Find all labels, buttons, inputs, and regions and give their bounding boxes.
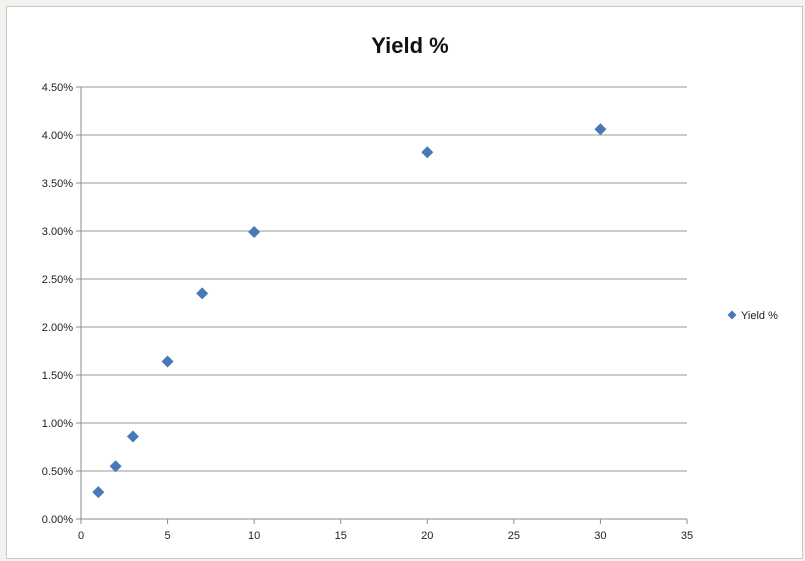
legend-label: Yield % bbox=[741, 310, 778, 322]
data-point bbox=[161, 355, 174, 368]
y-tick-label: 4.00% bbox=[42, 130, 73, 142]
x-tick-label: 30 bbox=[594, 530, 606, 542]
data-point bbox=[126, 430, 139, 443]
x-tick-label: 25 bbox=[508, 530, 520, 542]
x-tick-label: 20 bbox=[421, 530, 433, 542]
x-tick-label: 15 bbox=[335, 530, 347, 542]
y-tick-label: 2.00% bbox=[42, 322, 73, 334]
y-tick-label: 1.50% bbox=[42, 370, 73, 382]
x-tick-label: 35 bbox=[681, 530, 693, 542]
data-points bbox=[92, 123, 607, 499]
gridlines bbox=[81, 86, 687, 472]
y-tick-label: 1.00% bbox=[42, 418, 73, 430]
legend: Yield % bbox=[727, 310, 778, 322]
data-point bbox=[248, 225, 261, 238]
x-tick-label: 0 bbox=[78, 530, 84, 542]
y-tick-label: 4.50% bbox=[42, 82, 73, 94]
axes: 0.00% 0.50% 1.00% 1.50% 2.00% 2.50% 3.00% 3.50%… bbox=[42, 82, 693, 542]
data-point bbox=[109, 460, 122, 473]
data-point bbox=[196, 287, 209, 300]
x-tick-label: 5 bbox=[165, 530, 171, 542]
y-tick-label: 2.50% bbox=[42, 274, 73, 286]
y-tick-label: 3.50% bbox=[42, 178, 73, 190]
y-tick-label: 0.00% bbox=[42, 514, 73, 526]
y-tick-label: 3.00% bbox=[42, 226, 73, 238]
chart-frame: Yield % 0.00% 0.50% 1.00% 1.50% 2.00% 2.50% 3.… bbox=[6, 6, 803, 559]
data-point bbox=[421, 146, 434, 159]
scatter-chart: Yield % 0.00% 0.50% 1.00% 1.50% 2.00% 2.50% 3.… bbox=[42, 33, 778, 542]
data-point bbox=[92, 486, 105, 499]
data-point bbox=[594, 123, 607, 136]
chart-title: Yield % bbox=[371, 33, 448, 58]
y-tick-label: 0.50% bbox=[42, 466, 73, 478]
x-tick-label: 10 bbox=[248, 530, 260, 542]
legend-marker-icon bbox=[727, 310, 737, 320]
